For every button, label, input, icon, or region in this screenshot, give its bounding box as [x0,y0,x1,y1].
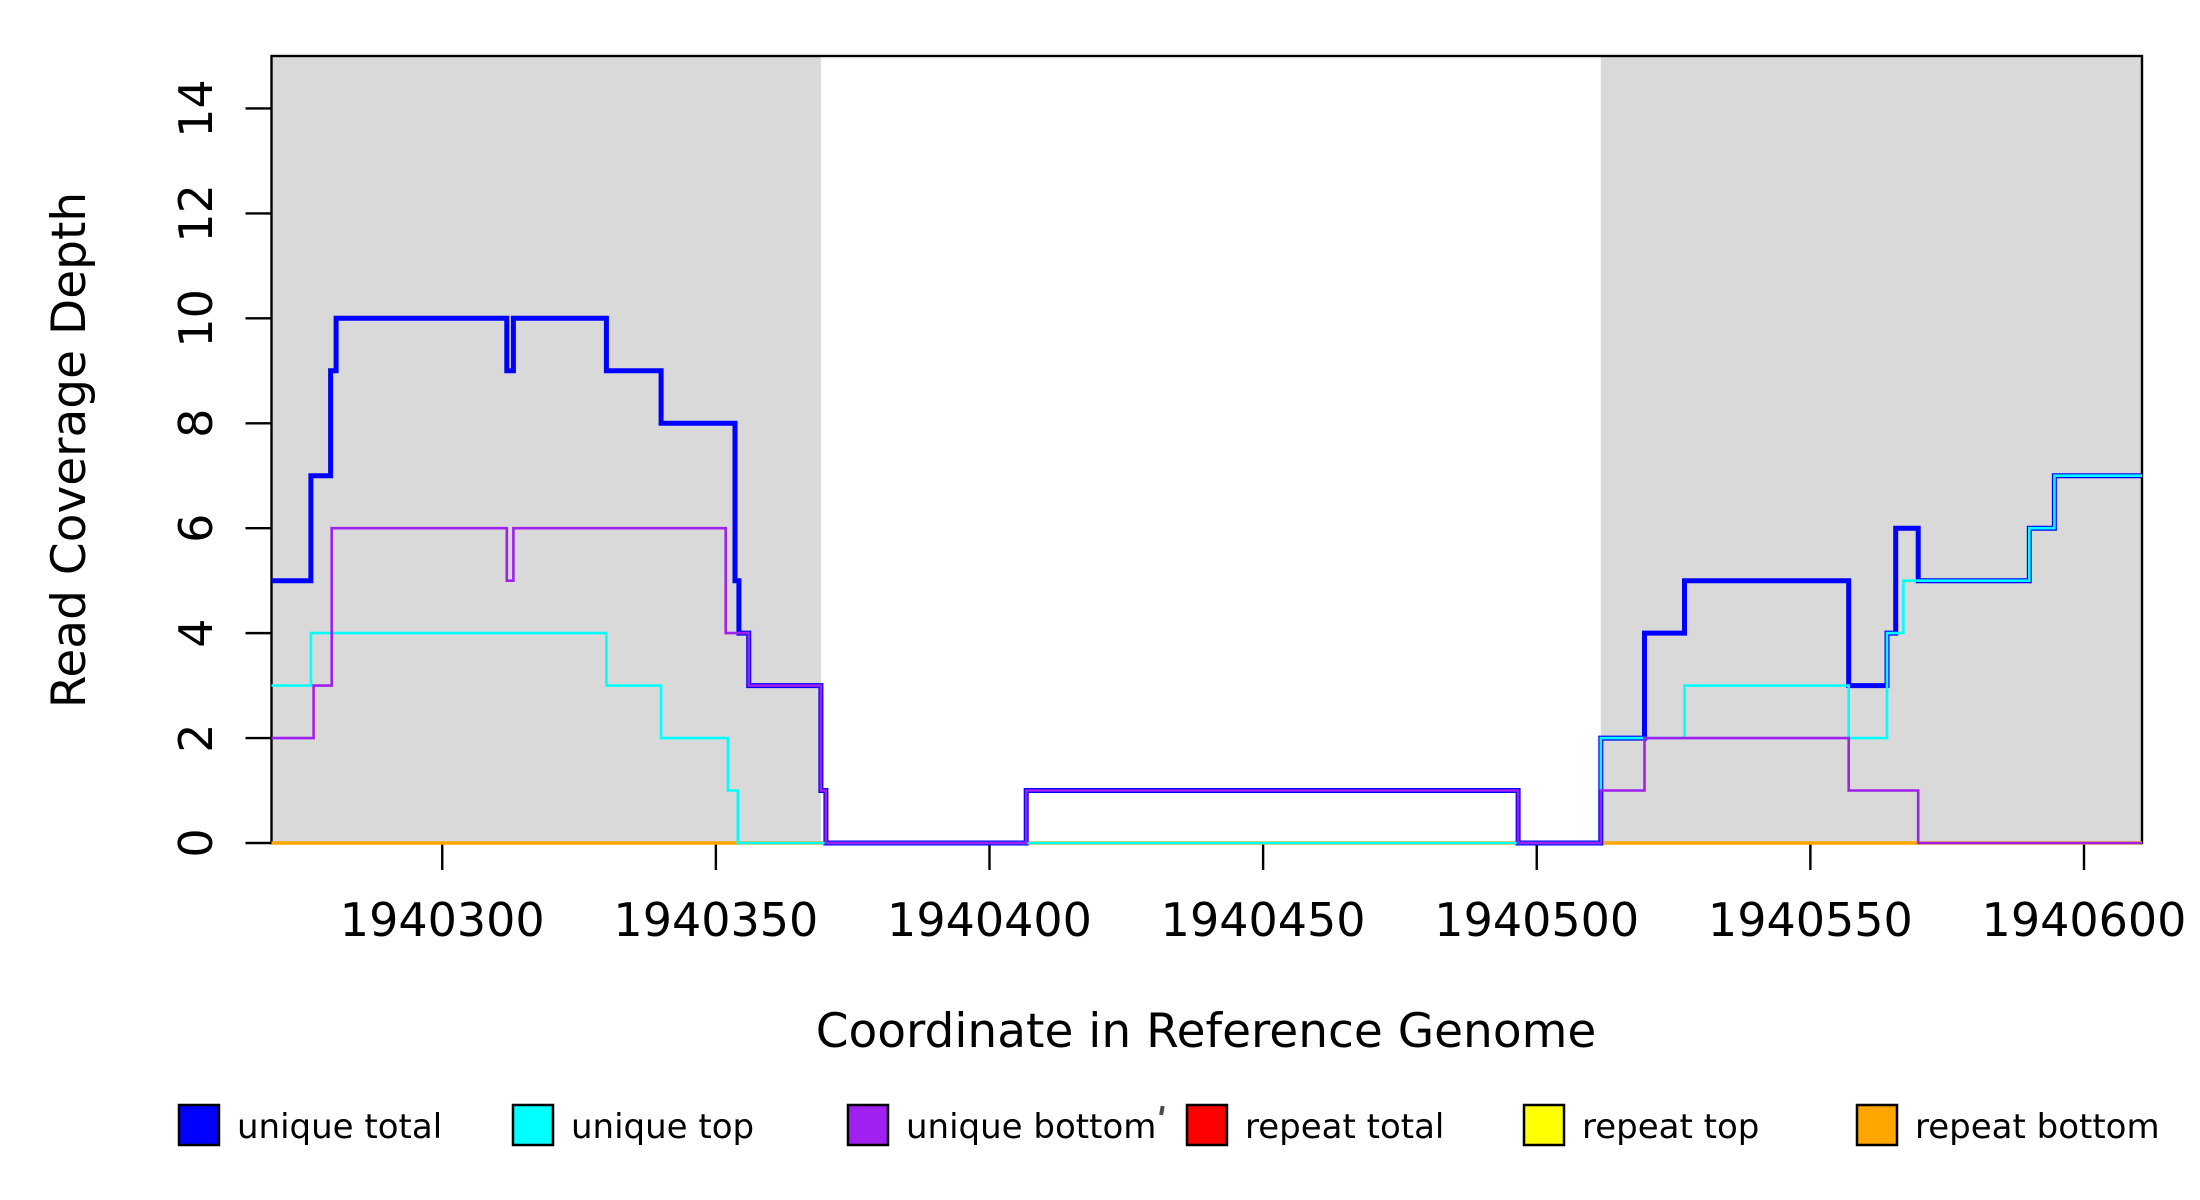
legend: unique total unique top unique bottom repea… [177,1103,2160,1147]
legend-swatch-repeat-bottom [1855,1103,1899,1147]
y-tick-label: 8 [169,409,223,438]
y-tick-label: 4 [169,618,223,647]
legend-swatch-repeat-top [1522,1103,1566,1147]
x-axis-title: Coordinate in Reference Genome [816,1004,1597,1059]
legend-swatch-unique-total [177,1103,221,1147]
x-tick-label: 1940450 [1161,893,1366,947]
legend-label: repeat bottom [1915,1107,2160,1147]
series-line-unique-top [271,474,2142,845]
y-tick-label: 10 [169,289,223,348]
y-tick-label: 0 [169,828,223,857]
stray-mark [1159,1105,1165,1116]
x-tick-label: 1940400 [887,893,1092,947]
legend-swatch-repeat-total [1185,1103,1229,1147]
y-tick-label: 12 [169,184,223,243]
legend-label: unique top [571,1107,754,1147]
legend-item-unique-total: unique total [177,1103,442,1147]
legend-swatch-unique-top [511,1103,555,1147]
x-tick-label: 1940300 [340,893,545,947]
series-lines [271,315,2142,846]
series-line-unique-bottom [271,526,2142,845]
x-tick-label: 1940500 [1434,893,1639,947]
legend-item-repeat-top: repeat top [1522,1103,1759,1147]
legend-label: repeat total [1245,1107,1444,1147]
legend-item-unique-bottom: unique bottom [846,1103,1156,1147]
legend-swatch-unique-bottom [846,1103,890,1147]
legend-item-repeat-total: repeat total [1185,1103,1444,1147]
y-tick-label: 2 [169,723,223,752]
legend-item-repeat-bottom: repeat bottom [1855,1103,2160,1147]
legend-label: unique total [237,1107,442,1147]
left-shaded-region [271,56,821,843]
right-shaded-region [1600,56,2142,843]
x-tick-label: 1940600 [1982,893,2187,947]
legend-label: repeat top [1582,1107,1759,1147]
legend-item-unique-top: unique top [511,1103,754,1147]
y-axis-title: Read Coverage Depth [42,192,97,708]
y-tick-label: 14 [169,79,223,138]
legend-label: unique bottom [906,1107,1156,1147]
x-tick-label: 1940350 [613,893,818,947]
x-tick-label: 1940550 [1708,893,1913,947]
y-tick-label: 6 [169,514,223,543]
